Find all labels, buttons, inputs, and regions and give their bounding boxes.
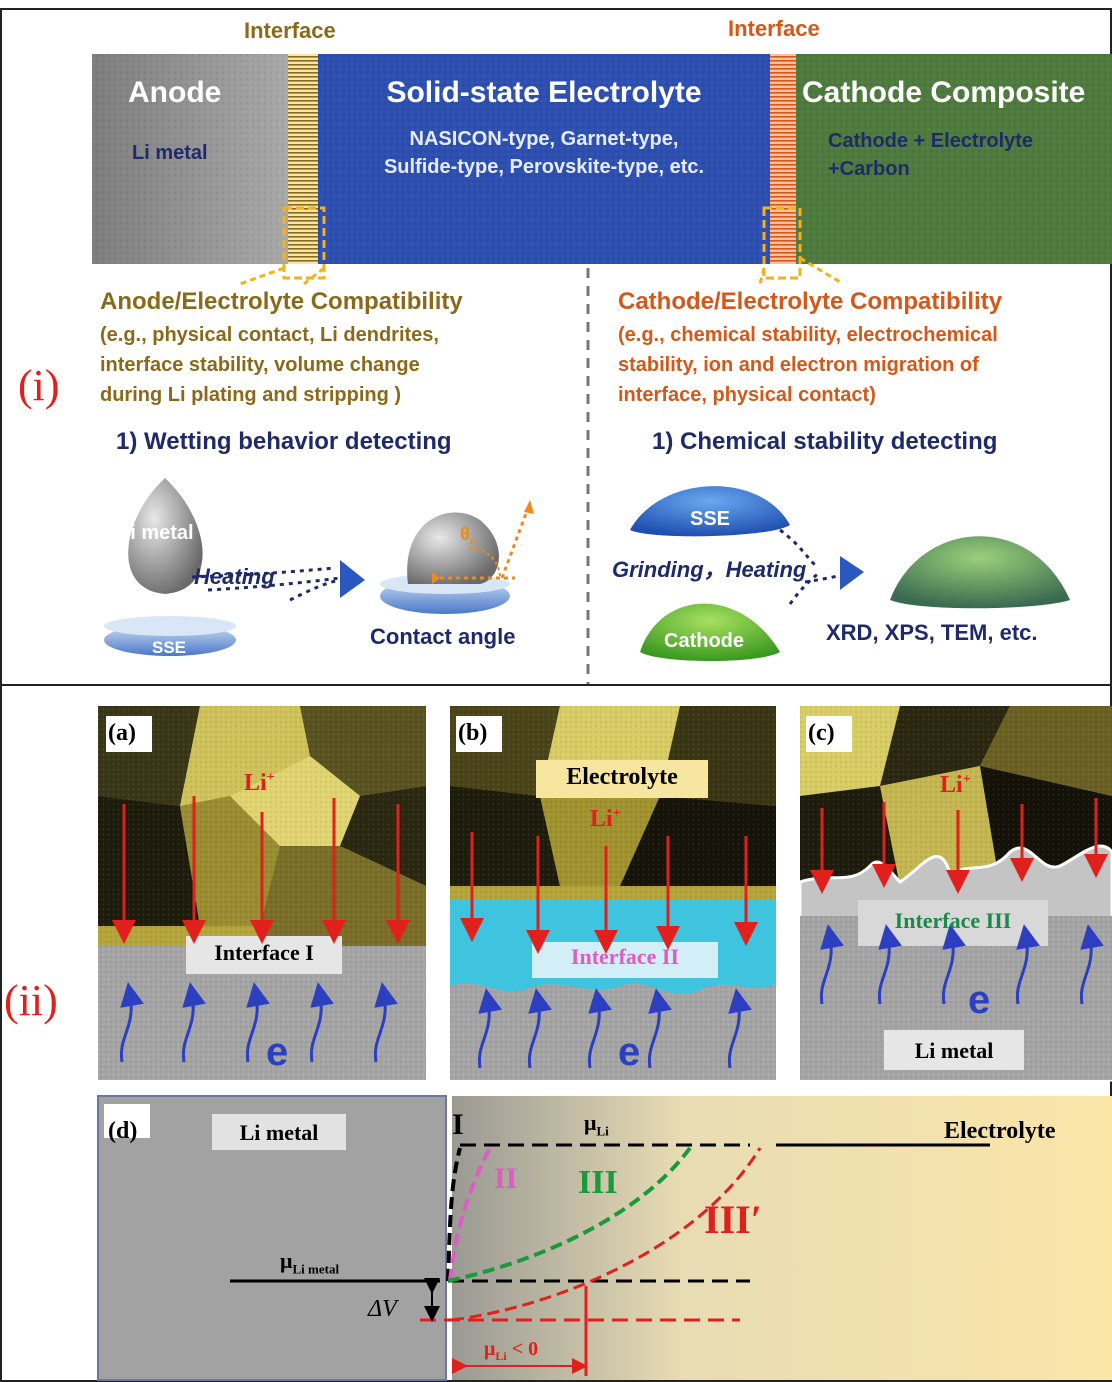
anode-compat-line2: interface stability, volume change [100,354,420,376]
subpanel-c-label: (c) [808,720,835,746]
heating-label: Heating [194,564,275,589]
mu-li-label: μLi [584,1110,609,1139]
wetting-method: 1) Wetting behavior detecting [116,428,452,455]
interface-right-label: Interface [728,16,820,41]
li-ion-a: Li+ [244,770,275,796]
panel-ii-label: (ii) [4,976,58,1025]
cathode-powder-label: Cathode [664,630,744,652]
li-drop-label: Li metal [118,522,194,544]
characterization-label: XRD, XPS, TEM, etc. [826,620,1038,645]
contact-angle-symbol: θc [460,524,476,548]
delta-v-label: ΔV [368,1296,397,1322]
electron-c: e [968,978,991,1022]
cathode-powder [640,603,780,661]
cathode-line1: Cathode + Electrolyte [828,130,1034,152]
interface-left-label: Interface [244,18,336,43]
electrolyte-d-label: Electrolyte [944,1118,1056,1144]
contact-angle-label: Contact angle [370,624,516,649]
electrolyte-line2: Sulfide-type, Perovskite-type, etc. [383,156,705,178]
mu-li-metal-label: μLi metal [280,1248,340,1277]
subpanel-b [450,706,776,1080]
interface-left-strip [288,54,318,264]
cathode-compat-line2: stability, ion and electron migration of [618,354,979,376]
electrolyte-line1: NASICON-type, Garnet-type, [409,128,679,150]
mixed-powder [890,536,1070,609]
curve-iii-prime-label: III′ [704,1197,762,1242]
subpanel-b-label: (b) [458,720,488,746]
electrolyte-title: Solid-state Electrolyte [386,76,702,109]
grinding-heating-label: Grinding，Heating [612,557,807,582]
subpanel-a-label: (a) [108,720,136,746]
curve-ii-label: II [494,1162,518,1195]
sse-powder-label: SSE [690,508,731,530]
curve-i-label: I [452,1108,464,1141]
sse-powder [630,486,790,537]
panel-i-diagram [92,54,1112,684]
electrolyte-b-label: Electrolyte [566,764,678,790]
cathode-compat-line1: (e.g., chemical stability, electrochemic… [618,324,998,346]
electron-b: e [618,1030,641,1074]
subpanel-a [98,706,426,1080]
sessile-drop [407,512,499,584]
interface-iii-label: Interface III [894,908,1012,933]
anode-title: Anode [128,76,222,109]
subpanel-d-label: (d) [108,1118,138,1144]
anode-compat-line1: (e.g., physical contact, Li dendrites, [100,324,439,346]
li-metal-c-label: Li metal [914,1038,994,1063]
cathode-compat-line3: interface, physical contact) [618,384,876,406]
panel-ii-diagram [97,706,1112,1381]
li-metal-d-label: Li metal [239,1120,319,1145]
anode-sub: Li metal [132,142,208,164]
cathode-line2: +Carbon [828,158,910,180]
panel-i-label: (i) [18,361,60,410]
li-ion-b: Li+ [590,806,621,832]
li-ion-c: Li+ [940,772,971,798]
cathode-title: Cathode Composite [802,76,1086,109]
chemical-method: 1) Chemical stability detecting [652,428,998,455]
mu-li-negative-label: μLi < 0 [484,1338,539,1363]
sse-label-left: SSE [152,638,187,657]
interface-right-strip [770,54,796,264]
subpanel-c [798,706,1112,1082]
interface-ii-label: Interface II [570,944,680,969]
curve-iii-label: III [578,1164,618,1201]
interface-i-label: Interface I [214,940,314,965]
anode-compat-heading: Anode/Electrolyte Compatibility [100,288,463,315]
cathode-compat-heading: Cathode/Electrolyte Compatibility [618,288,1003,315]
anode-compat-line3: during Li plating and stripping ) [100,384,402,406]
electron-a: e [266,1030,289,1074]
li-drop [128,478,203,594]
subpanel-d [97,1095,1112,1381]
